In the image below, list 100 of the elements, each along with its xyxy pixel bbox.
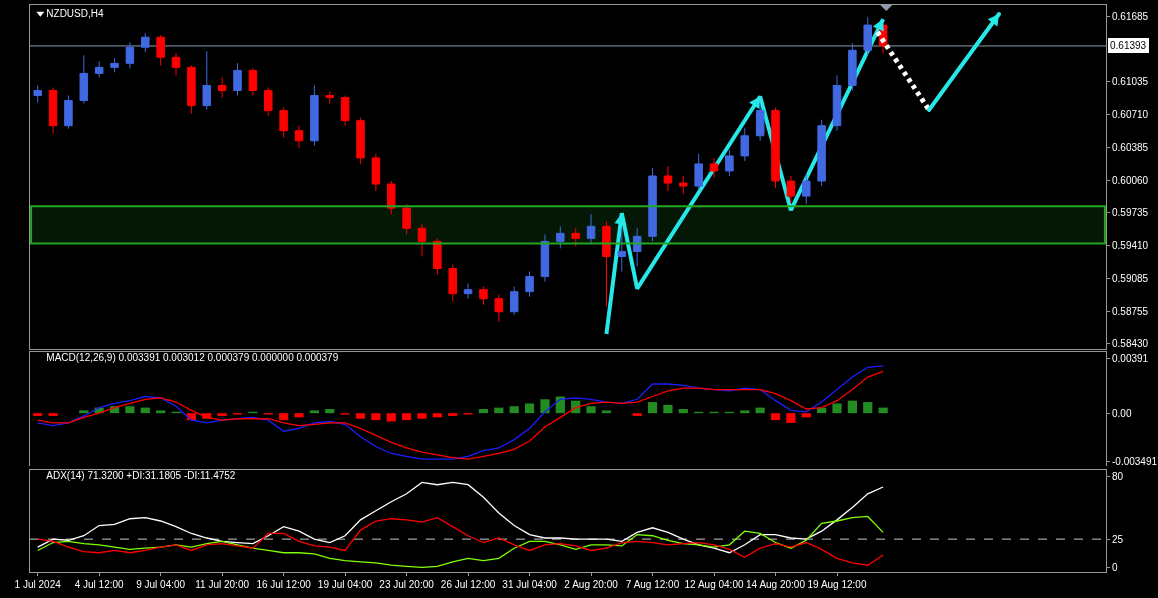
candlestick <box>740 127 750 162</box>
candlestick <box>325 91 335 105</box>
candlestick <box>294 125 304 149</box>
x-tick-label: 26 Jul 12:00 <box>440 579 496 590</box>
bar <box>801 413 811 418</box>
y-tick-label: 0.58430 <box>1112 338 1149 350</box>
candlestick <box>171 52 181 76</box>
candlestick <box>494 294 504 323</box>
bar <box>786 413 796 423</box>
candlestick <box>433 237 442 276</box>
candlestick <box>217 76 227 99</box>
bar <box>632 413 642 416</box>
candlestick <box>709 157 719 179</box>
candlestick <box>648 167 657 242</box>
bar <box>448 413 458 416</box>
candlestick <box>263 86 273 117</box>
candlestick <box>725 149 734 177</box>
candlestick <box>540 233 550 283</box>
bar <box>279 413 289 421</box>
y-tick-label: 0.00391 <box>1112 353 1149 365</box>
candlestick <box>248 67 258 97</box>
bar <box>156 410 166 414</box>
candlestick <box>371 153 381 192</box>
bar <box>125 406 135 414</box>
candlestick <box>356 117 365 165</box>
candlestick <box>602 220 611 308</box>
bar <box>325 409 335 414</box>
bar <box>417 413 427 419</box>
x-tick-label: 1 Jul 2024 <box>14 579 62 590</box>
candlestick <box>48 86 58 135</box>
candlestick <box>632 227 642 268</box>
candlestick <box>694 153 703 191</box>
candlestick <box>110 57 119 73</box>
candlestick <box>679 175 688 195</box>
y-tick-label: 0.60710 <box>1112 109 1149 121</box>
candlestick <box>509 286 519 316</box>
bar <box>294 413 304 418</box>
bar <box>740 410 750 414</box>
chart-title: NZDUSD,H4 <box>46 8 104 20</box>
x-tick-label: 19 Aug 12:00 <box>807 579 867 590</box>
y-tick-label: -0.003491 <box>1112 456 1158 468</box>
bar <box>770 413 781 421</box>
candlestick <box>586 213 596 245</box>
candlestick <box>525 271 534 298</box>
y-tick-label: 0.59735 <box>1112 207 1149 219</box>
candlestick <box>340 95 350 127</box>
x-tick-label: 2 Aug 20:00 <box>564 579 619 590</box>
candlestick <box>402 203 411 235</box>
ref-line-label: 0.61393 <box>1110 40 1147 51</box>
bar <box>586 406 596 414</box>
candlestick <box>79 54 89 105</box>
bar <box>33 413 43 416</box>
x-tick-label: 31 Jul 04:00 <box>502 579 558 590</box>
candlestick <box>755 103 765 142</box>
candlestick <box>417 223 427 257</box>
x-tick-label: 23 Jul 20:00 <box>379 579 435 590</box>
bar <box>478 409 489 414</box>
candlestick <box>310 84 319 147</box>
candlestick <box>848 42 857 91</box>
candlestick <box>386 180 396 215</box>
x-tick-label: 19 Jul 04:00 <box>317 579 373 590</box>
bar <box>555 396 565 414</box>
x-tick-label: 16 Jul 12:00 <box>256 579 312 590</box>
y-tick-label: 0.60060 <box>1112 174 1149 186</box>
y-tick-label: 0.00 <box>1112 407 1132 419</box>
bar <box>401 413 412 421</box>
bar <box>432 413 442 418</box>
candlestick <box>448 264 457 303</box>
bar <box>355 413 366 419</box>
y-tick-label: 0.60385 <box>1112 141 1149 153</box>
candlestick <box>863 16 873 56</box>
candlestick <box>156 34 165 66</box>
candlestick <box>832 74 842 132</box>
y-tick-label: 80 <box>1112 471 1124 483</box>
candlestick <box>771 107 780 189</box>
candlestick <box>463 283 473 300</box>
bar <box>647 402 658 414</box>
bar <box>309 410 319 414</box>
candlestick <box>801 173 811 205</box>
candlestick <box>479 286 488 306</box>
candlestick <box>556 225 565 249</box>
candlestick <box>233 62 242 97</box>
bar <box>832 403 842 414</box>
bar <box>386 413 396 422</box>
bar <box>217 413 227 416</box>
x-tick-label: 12 Aug 04:00 <box>684 579 744 590</box>
y-tick-label: 0 <box>1112 561 1118 573</box>
y-tick-label: 0.61035 <box>1112 76 1149 88</box>
candlestick <box>617 227 627 273</box>
chart-title: ADX(14) 71.3200 +DI:31.1805 -DI:11.4752 <box>46 469 236 481</box>
bar <box>863 402 873 414</box>
bar <box>540 399 550 414</box>
bar <box>524 403 535 414</box>
candlestick <box>202 50 212 111</box>
bar <box>509 406 519 414</box>
x-tick-label: 14 Aug 20:00 <box>746 579 806 590</box>
x-tick-label: 11 Jul 20:00 <box>195 579 250 590</box>
bar <box>663 404 673 414</box>
candlestick <box>125 41 135 69</box>
y-tick-label: 25 <box>1112 533 1124 545</box>
